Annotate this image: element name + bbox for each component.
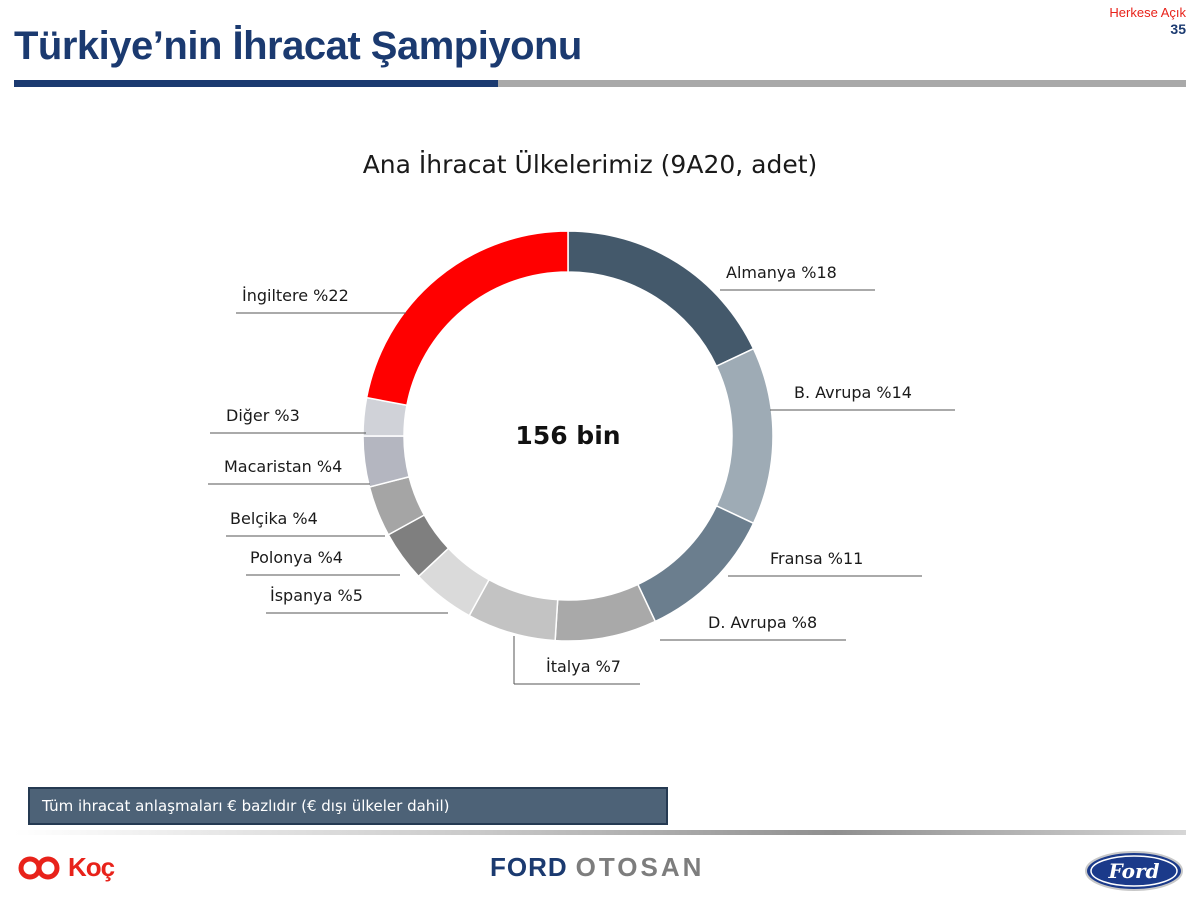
- ford-oval-text: Ford: [1108, 859, 1160, 883]
- slice-label: İngiltere %22: [242, 286, 349, 305]
- classification-label: Herkese Açık: [1109, 5, 1186, 20]
- donut-slice: [715, 347, 774, 525]
- title-underline-blue: [14, 80, 498, 87]
- note-box: Tüm ihracat anlaşmaları € bazlıdır (€ dı…: [28, 787, 668, 825]
- ford-otosan-logo: FORD OTOSAN: [490, 852, 704, 883]
- chart-title: Ana İhracat Ülkelerimiz (9A20, adet): [363, 150, 818, 179]
- slice-label: İtalya %7: [546, 657, 621, 676]
- ford-otosan-word-ford: FORD: [490, 852, 568, 882]
- title-underline-gray: [498, 80, 1186, 87]
- slice-label: Diğer %3: [226, 406, 300, 425]
- donut-slice: [362, 435, 411, 488]
- donut-slice: [636, 504, 755, 623]
- slice-label: Polonya %4: [250, 548, 343, 567]
- page-title: Türkiye’nin İhracat Şampiyonu: [14, 24, 582, 68]
- donut-slice: [567, 230, 755, 368]
- slice-label: Belçika %4: [230, 509, 318, 528]
- donut-slice: [365, 230, 569, 407]
- ford-oval-logo: Ford: [1085, 851, 1183, 891]
- slice-label: Fransa %11: [770, 549, 863, 568]
- slice-label: D. Avrupa %8: [708, 613, 817, 632]
- koc-logo-text: Koç: [68, 852, 115, 882]
- donut-chart: Ana İhracat Ülkelerimiz (9A20, adet) Alm…: [208, 150, 955, 685]
- donut-slice: [554, 583, 657, 642]
- slice-label: Almanya %18: [726, 263, 837, 282]
- page-number: 35: [1170, 21, 1186, 37]
- label-leaders: Almanya %18 B. Avrupa %14 Fransa %11 D. Avr…: [208, 263, 955, 685]
- footer-divider: [14, 830, 1186, 835]
- slice-label: B. Avrupa %14: [794, 383, 912, 402]
- koc-emblem-icon: [18, 856, 60, 879]
- ford-otosan-word-otosan: OTOSAN: [575, 852, 705, 882]
- koc-logo: Koç: [18, 852, 115, 883]
- slice-label: İspanya %5: [270, 586, 363, 605]
- slice-label: Macaristan %4: [224, 457, 342, 476]
- center-label: 156 bin: [515, 421, 620, 450]
- donut-slices: [362, 230, 774, 642]
